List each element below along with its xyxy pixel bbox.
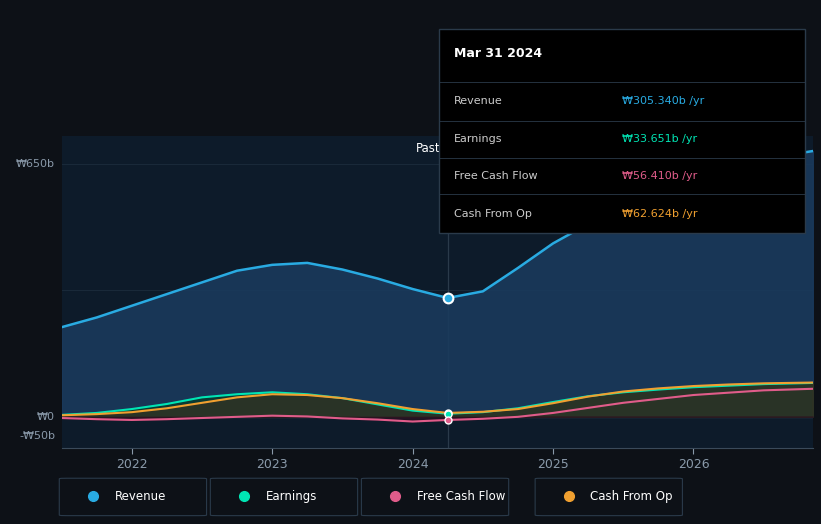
Text: ₩0: ₩0 — [37, 412, 55, 422]
FancyBboxPatch shape — [59, 478, 207, 516]
Text: ₩33.651b /yr: ₩33.651b /yr — [622, 134, 697, 144]
FancyBboxPatch shape — [439, 29, 805, 233]
Text: Revenue: Revenue — [114, 490, 166, 503]
FancyBboxPatch shape — [210, 478, 358, 516]
Text: Free Cash Flow: Free Cash Flow — [454, 171, 538, 181]
Text: -₩50b: -₩50b — [19, 431, 55, 441]
Text: ₩62.624b /yr: ₩62.624b /yr — [622, 209, 697, 219]
FancyBboxPatch shape — [535, 478, 682, 516]
Text: Analysts Forecasts: Analysts Forecasts — [455, 142, 565, 155]
Text: Cash From Op: Cash From Op — [454, 209, 532, 219]
Text: ₩650b: ₩650b — [16, 159, 55, 169]
Text: Mar 31 2024: Mar 31 2024 — [454, 47, 542, 60]
Text: Free Cash Flow: Free Cash Flow — [416, 490, 505, 503]
Text: Earnings: Earnings — [454, 134, 502, 144]
Text: Past: Past — [416, 142, 441, 155]
Text: Earnings: Earnings — [265, 490, 317, 503]
Text: Cash From Op: Cash From Op — [590, 490, 672, 503]
Text: Revenue: Revenue — [454, 96, 502, 106]
Text: ₩56.410b /yr: ₩56.410b /yr — [622, 171, 697, 181]
Text: ₩305.340b /yr: ₩305.340b /yr — [622, 96, 704, 106]
FancyBboxPatch shape — [361, 478, 509, 516]
